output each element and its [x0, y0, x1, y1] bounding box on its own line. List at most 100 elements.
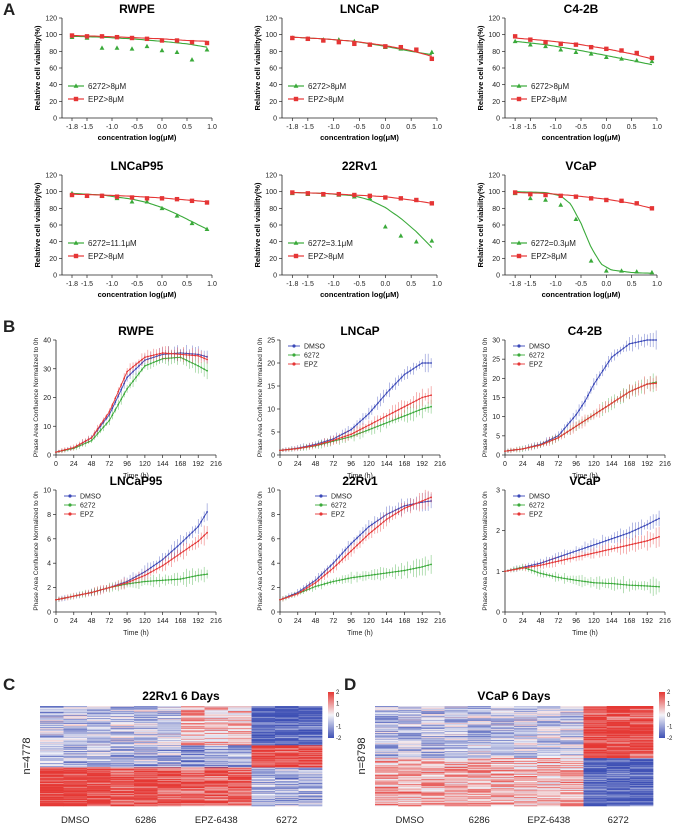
y-tick-label: 1: [496, 569, 500, 576]
heatmap-cell: [87, 779, 111, 781]
heatmap-cell: [63, 788, 88, 790]
heatmap-cell: [467, 715, 492, 717]
heatmap-cell: [134, 736, 158, 738]
heatmap-cell: [298, 784, 323, 786]
x-tick-label: -1.0: [106, 124, 118, 131]
heatmap-cell: [110, 747, 135, 749]
legend-marker-red: [516, 253, 522, 259]
heatmap-cell: [467, 743, 492, 745]
heatmap-cell: [157, 799, 182, 801]
heatmap-cell: [537, 741, 561, 743]
legend-label-red: EPZ>8μM: [531, 252, 567, 261]
heatmap-cell: [87, 803, 111, 805]
heatmap-cell: [398, 721, 422, 723]
heatmap-cell: [629, 733, 654, 735]
legend-marker-green: [516, 240, 522, 245]
heatmap-cell: [537, 718, 561, 720]
heatmap-cell: [560, 706, 584, 708]
heatmap-cell: [298, 781, 323, 783]
heatmap-cell: [606, 741, 631, 743]
heatmap-cell: [560, 726, 584, 728]
heatmap-cell: [583, 708, 607, 710]
legend-label-green: 6272: [529, 353, 545, 360]
heatmap-cell: [444, 726, 468, 728]
heatmap-cell: [514, 717, 538, 719]
heatmap-cell: [228, 746, 252, 748]
heatmap-cell: [275, 782, 299, 784]
heatmap-cell: [110, 739, 135, 741]
heatmap-cell: [251, 738, 276, 740]
heatmap-cell: [40, 758, 64, 760]
heatmap-cell: [63, 762, 88, 764]
heatmap-cell: [204, 800, 229, 802]
heatmap-cell: [40, 802, 64, 804]
heatmap-cell: [87, 778, 111, 780]
x-tick-label: 48: [88, 618, 96, 625]
heatmap-cell: [298, 711, 323, 713]
heatmap-cell: [398, 726, 422, 728]
heatmap-cell: [398, 733, 422, 735]
heatmap-cell: [537, 708, 561, 710]
heatmap-cell: [398, 744, 422, 746]
heatmap-cell: [398, 723, 422, 725]
heatmap-cell: [444, 728, 468, 730]
heatmap-cell: [87, 745, 111, 747]
column-label: EPZ-6438: [195, 815, 238, 826]
heatmap-cell: [40, 775, 64, 777]
heatmap-cell: [134, 760, 158, 762]
heatmap-cell: [421, 746, 445, 748]
series-line-green: [279, 406, 432, 451]
heatmap-cell: [560, 719, 584, 721]
heatmap-cell: [87, 753, 111, 755]
heatmap-cell: [63, 731, 88, 733]
heatmap-cell: [228, 801, 252, 803]
x-tick-label: 96: [347, 618, 355, 625]
heatmap-cell: [537, 740, 561, 742]
heatmap-cell: [606, 733, 631, 735]
heatmap-cell: [560, 728, 584, 730]
data-point-red: [528, 37, 533, 42]
heatmap-cell: [629, 706, 654, 708]
heatmap-cell: [157, 767, 182, 769]
heatmap-cell: [298, 797, 323, 799]
heatmap-cell: [514, 715, 538, 717]
heatmap-cell: [87, 781, 111, 783]
heatmap-cell: [398, 729, 422, 731]
heatmap-cell: [275, 761, 299, 763]
heatmap-cell: [63, 751, 88, 753]
heatmap-cell: [444, 710, 468, 712]
data-point-red: [367, 42, 373, 47]
heatmap-cell: [375, 706, 399, 708]
heatmap-cell: [467, 743, 492, 745]
legend-marker-green: [293, 83, 299, 88]
heatmap-cell: [375, 747, 399, 749]
heatmap-cell: [583, 728, 607, 730]
heatmap-cell: [375, 730, 399, 732]
heatmap-cell: [40, 734, 64, 736]
heatmap-cell: [490, 742, 515, 744]
heatmap-cell: [157, 723, 182, 725]
heatmap-cell: [490, 718, 515, 720]
y-tick-label: 0: [47, 610, 51, 617]
heatmap-cell: [134, 756, 158, 758]
heatmap-cell: [398, 739, 422, 741]
heatmap-cell: [375, 749, 399, 751]
x-tick-label: 120: [139, 461, 151, 468]
heatmap-cell: [537, 717, 561, 719]
heatmap-cell: [63, 743, 88, 745]
legend-marker-blue: [517, 344, 521, 348]
heatmap-cell: [87, 783, 111, 785]
heatmap-cell: [63, 734, 88, 736]
heatmap-cell: [298, 713, 323, 715]
heatmap-cell: [251, 791, 276, 793]
heatmap-cell: [110, 729, 135, 731]
heatmap-cell: [514, 728, 538, 730]
heatmap-cell: [298, 755, 323, 757]
heatmap-cell: [87, 713, 111, 715]
heatmap-cell: [629, 732, 654, 734]
heatmap-cell: [228, 722, 252, 724]
heatmap-cell: [251, 772, 276, 774]
heatmap-cell: [134, 717, 158, 719]
x-tick-label: 0.0: [380, 281, 390, 288]
